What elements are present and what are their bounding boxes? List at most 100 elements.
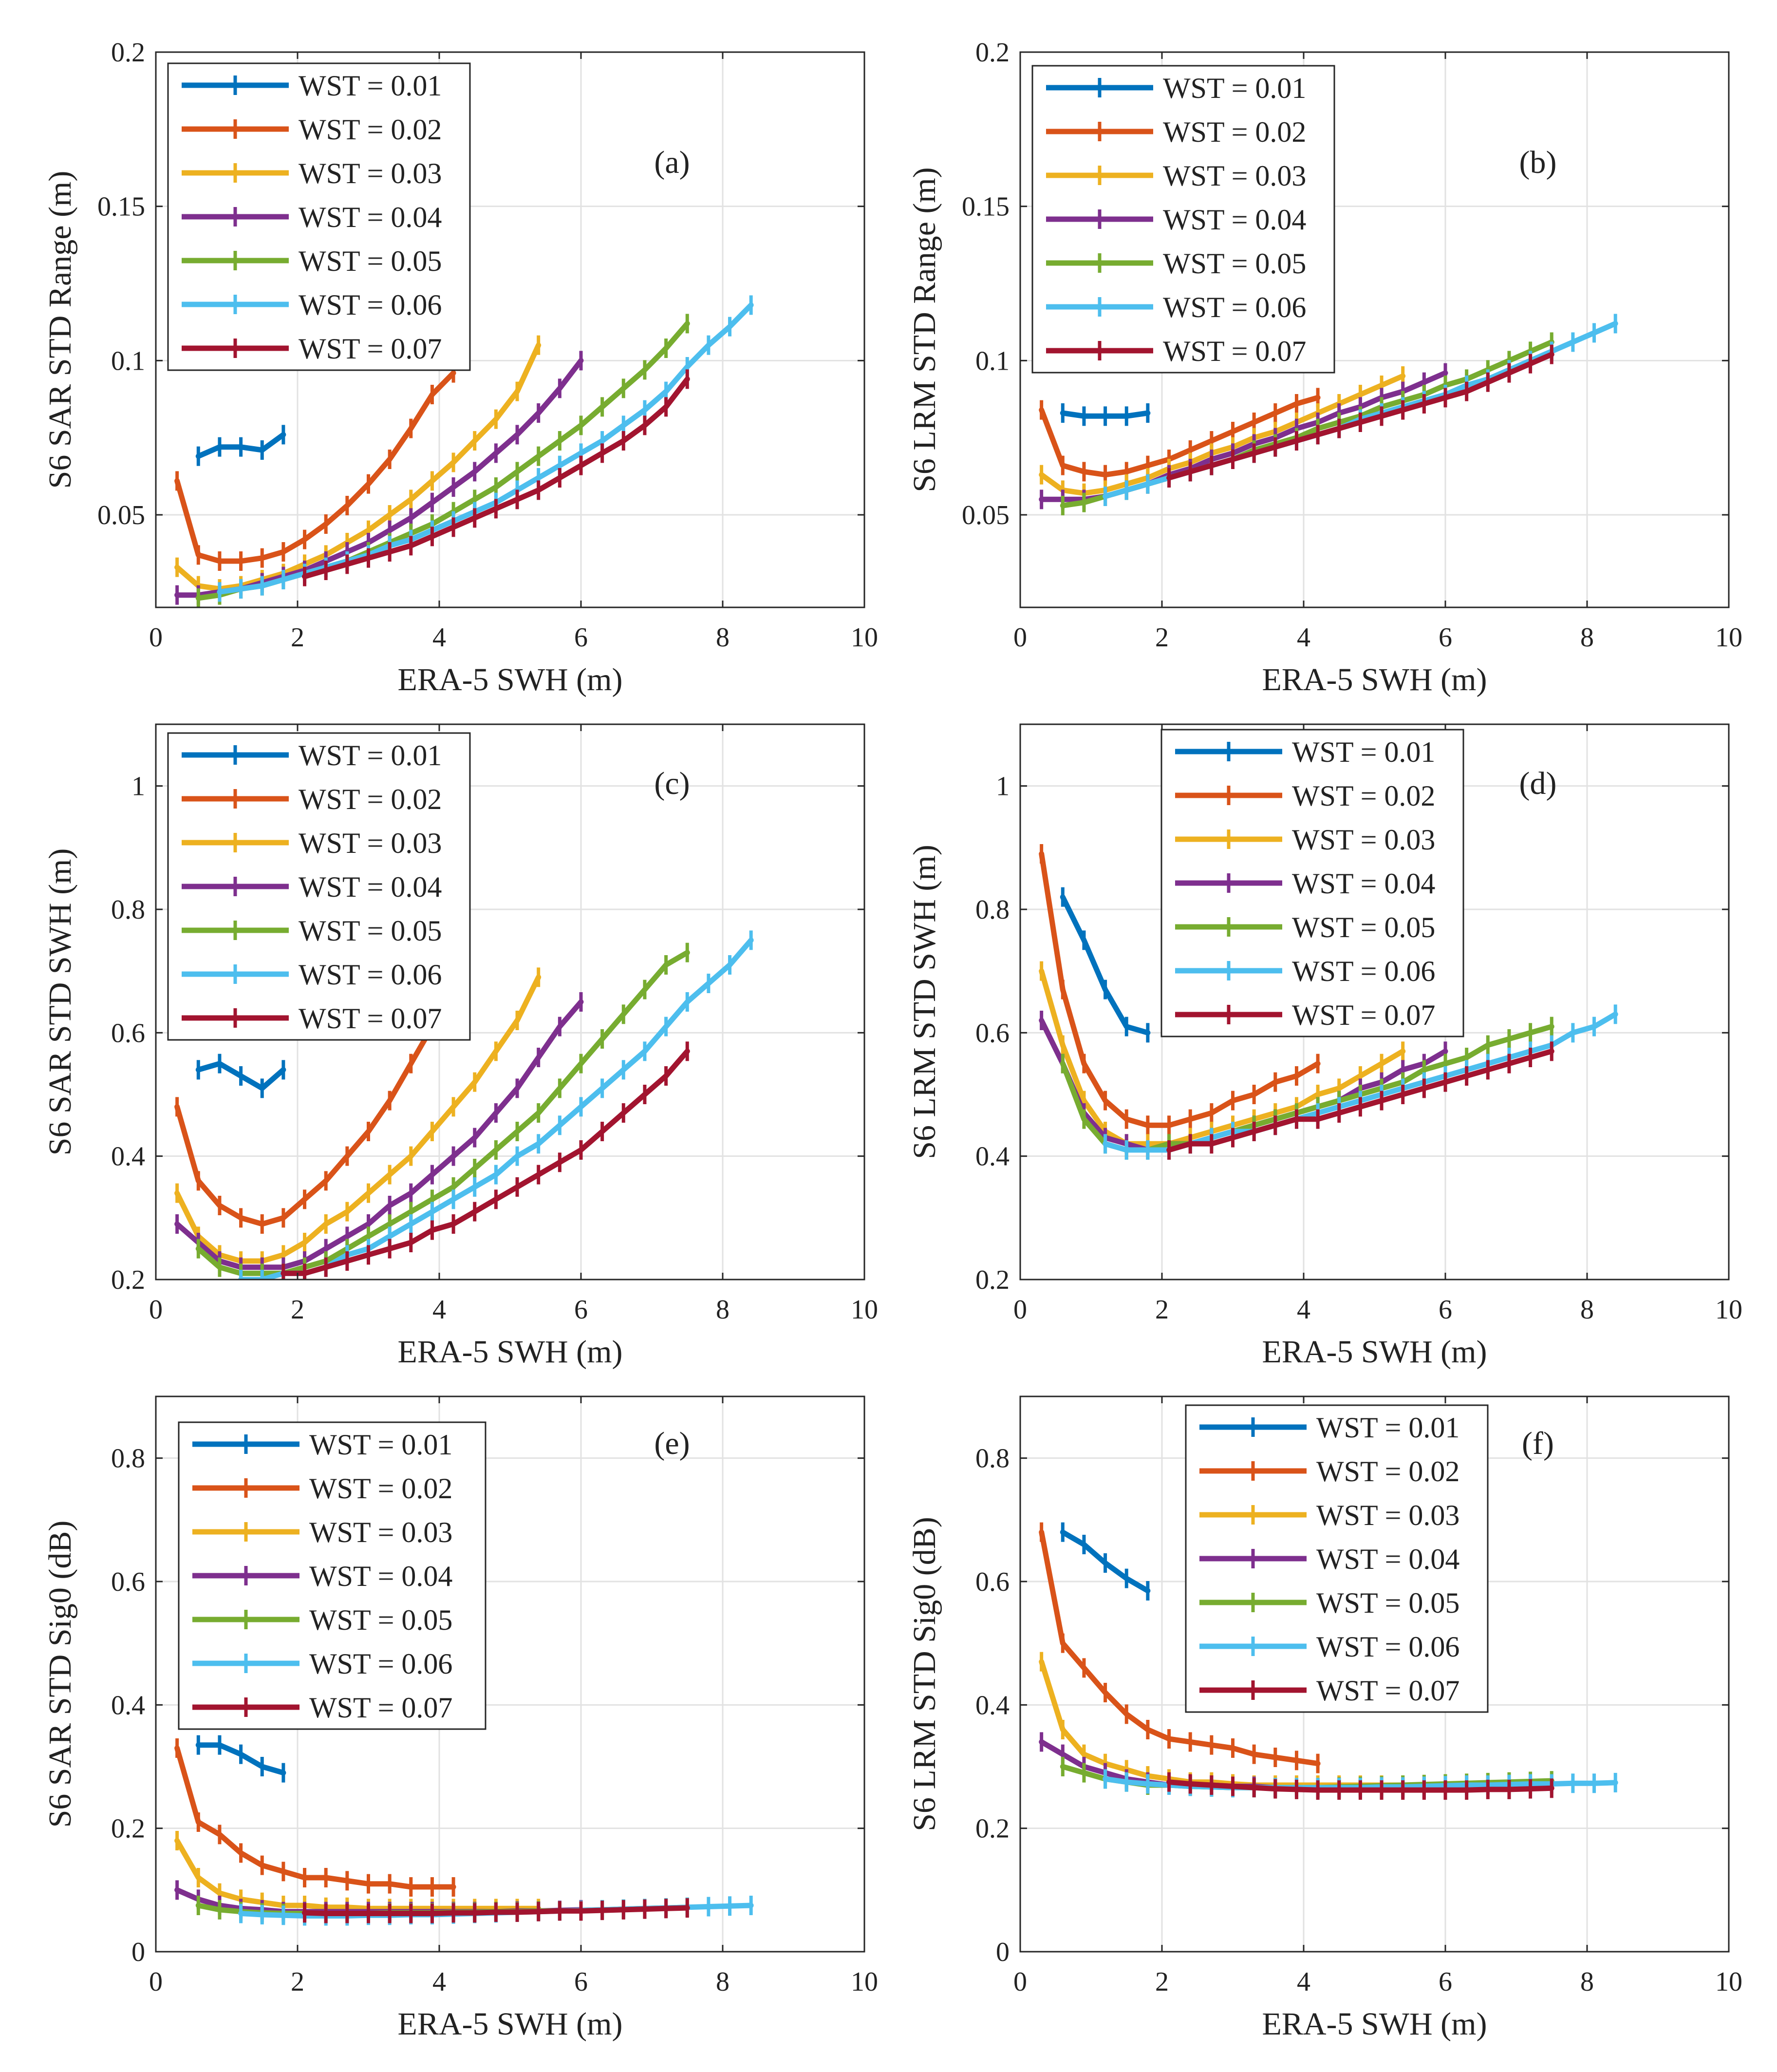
legend: WST = 0.01 WST = 0.02 WST = 0.03 WST = 0.04… <box>167 732 471 1041</box>
y-tick-label: 0.8 <box>111 895 145 925</box>
x-tick-label: 10 <box>1715 622 1742 653</box>
series-line <box>174 974 542 1264</box>
panel-d: 0 2 4 6 8 10 0.2 0.4 0.6 0.8 1 ERA-5 SWH (m) S6 LRM … <box>907 723 1742 1370</box>
panel-e: 0 2 4 6 8 10 0 0.2 0.4 0.6 0.8 ERA-5 SWH (m) S6 SAR … <box>42 1395 878 2042</box>
y-tick-label: 0.4 <box>111 1690 145 1720</box>
series-group <box>1039 314 1618 515</box>
y-axis-label: S6 LRM STD SWH (m) <box>907 845 942 1159</box>
y-tick-label: 0.05 <box>962 500 1010 530</box>
x-axis-label: ERA-5 SWH (m) <box>398 2006 623 2042</box>
x-tick-label: 2 <box>291 1295 304 1325</box>
legend-entry: WST = 0.06 <box>1316 1631 1459 1663</box>
y-tick-label: 0.4 <box>975 1142 1010 1172</box>
y-axis-label: S6 SAR STD Range (m) <box>42 171 78 489</box>
legend-entry: WST = 0.01 <box>299 739 442 772</box>
legend-entry: WST = 0.06 <box>1163 291 1306 323</box>
series-line <box>174 1838 542 1911</box>
x-tick-label: 4 <box>432 1295 446 1325</box>
x-tick-label: 4 <box>432 622 446 653</box>
x-tick-label: 8 <box>1580 1295 1594 1325</box>
y-tick-label: 0.2 <box>111 1265 145 1295</box>
legend-entry: WST = 0.03 <box>309 1516 452 1548</box>
x-tick-label: 6 <box>1439 1967 1452 1997</box>
x-axis-label: ERA-5 SWH (m) <box>1262 662 1487 697</box>
x-tick-label: 0 <box>1013 622 1027 653</box>
axes-frame <box>155 723 865 1281</box>
x-tick-label: 6 <box>574 622 588 653</box>
x-tick-label: 0 <box>149 622 163 653</box>
legend-entry: WST = 0.04 <box>299 201 442 233</box>
y-tick-label: 0.2 <box>111 1814 145 1844</box>
series-line <box>174 370 456 564</box>
x-tick-label: 4 <box>1297 622 1310 653</box>
legend-entry: WST = 0.01 <box>1292 736 1435 768</box>
axes-frame <box>1019 51 1730 608</box>
legend-entry: WST = 0.02 <box>299 783 442 815</box>
legend-entry: WST = 0.03 <box>1163 160 1306 192</box>
series-line <box>174 1745 456 1890</box>
x-tick-label: 10 <box>1715 1967 1742 1997</box>
series-line <box>174 999 584 1270</box>
series-group <box>174 295 754 607</box>
x-tick-label: 2 <box>1155 622 1169 653</box>
axes-frame <box>155 1395 865 1953</box>
panel-label: (c) <box>654 766 690 801</box>
panel-label: (a) <box>654 145 690 180</box>
y-tick-label: 0.6 <box>975 1567 1010 1597</box>
y-tick-label: 0.2 <box>975 1814 1010 1844</box>
legend-entry: WST = 0.03 <box>299 157 442 189</box>
x-axis-label: ERA-5 SWH (m) <box>398 662 623 697</box>
legend: WST = 0.01 WST = 0.02 WST = 0.03 WST = 0.04… <box>1160 729 1464 1037</box>
series-line <box>217 302 754 595</box>
legend-entry: WST = 0.01 <box>309 1429 452 1461</box>
x-tick-label: 8 <box>1580 1967 1594 1997</box>
y-tick-label: 0 <box>996 1937 1010 1967</box>
legend-entry: WST = 0.07 <box>299 333 442 365</box>
x-axis-label: ERA-5 SWH (m) <box>398 1334 623 1370</box>
series-line <box>1039 395 1321 478</box>
y-axis-label: S6 SAR STD SWH (m) <box>42 848 78 1156</box>
x-tick-label: 10 <box>1715 1295 1742 1325</box>
y-tick-label: 0 <box>131 1937 145 1967</box>
legend-entry: WST = 0.02 <box>1292 780 1435 812</box>
y-axis-label: S6 LRM STD Sig0 (dB) <box>907 1517 942 1831</box>
series-group <box>1039 1522 1618 1800</box>
axes-frame <box>1019 723 1730 1281</box>
series-line <box>1039 373 1406 496</box>
legend-entry: WST = 0.06 <box>299 289 442 321</box>
x-tick-label: 2 <box>291 1967 304 1997</box>
x-tick-label: 8 <box>716 1967 730 1997</box>
y-tick-label: 0.15 <box>962 192 1010 222</box>
legend-entry: WST = 0.04 <box>309 1560 452 1592</box>
panel-label: (b) <box>1519 145 1557 180</box>
legend-entry: WST = 0.04 <box>1316 1543 1459 1575</box>
series-line <box>281 1048 690 1276</box>
legend-entry: WST = 0.05 <box>299 245 442 277</box>
panel-c: 0 2 4 6 8 10 0.2 0.4 0.6 0.8 1 ERA-5 SWH (m) S6 SAR … <box>42 723 878 1370</box>
x-tick-label: 8 <box>716 1295 730 1325</box>
legend-entry: WST = 0.05 <box>1292 911 1435 943</box>
legend-entry: WST = 0.07 <box>1316 1675 1459 1707</box>
x-tick-label: 4 <box>1297 1295 1310 1325</box>
legend-entry: WST = 0.01 <box>299 70 442 102</box>
x-tick-label: 4 <box>432 1967 446 1997</box>
legend-entry: WST = 0.07 <box>1292 999 1435 1031</box>
x-tick-label: 0 <box>149 1967 163 1997</box>
legend-entry: WST = 0.02 <box>299 113 442 146</box>
y-tick-label: 0.6 <box>111 1018 145 1048</box>
panel-f: 0 2 4 6 8 10 0 0.2 0.4 0.6 0.8 ERA-5 SWH (m) S6 LRM … <box>907 1395 1742 2042</box>
legend: WST = 0.01 WST = 0.02 WST = 0.03 WST = 0.04… <box>1031 65 1335 374</box>
y-tick-label: 0.8 <box>975 895 1010 925</box>
series-line <box>174 342 542 592</box>
panel-b: 0 2 4 6 8 10 0.05 0.1 0.15 0.2 ERA-5 SWH (m) S6 LRM… <box>907 38 1742 697</box>
legend-entry: WST = 0.04 <box>1163 204 1306 236</box>
legend-entry: WST = 0.02 <box>1316 1455 1459 1488</box>
legend-entry: WST = 0.07 <box>309 1692 452 1724</box>
legend-entry: WST = 0.04 <box>1292 867 1435 900</box>
legend-entry: WST = 0.03 <box>1292 824 1435 856</box>
y-tick-label: 0.15 <box>97 192 145 222</box>
y-tick-label: 0.2 <box>111 38 145 68</box>
x-tick-label: 6 <box>574 1295 588 1325</box>
series-group <box>174 1735 754 1926</box>
